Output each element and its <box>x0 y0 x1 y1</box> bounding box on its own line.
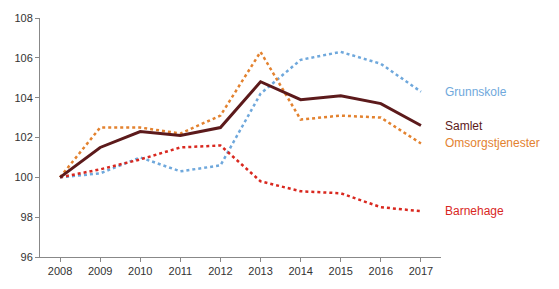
svg-text:2010: 2010 <box>128 265 152 277</box>
svg-text:2008: 2008 <box>48 265 72 277</box>
svg-text:Grunnskole: Grunnskole <box>445 85 507 99</box>
svg-text:2012: 2012 <box>208 265 232 277</box>
svg-text:98: 98 <box>21 211 33 223</box>
svg-text:Samlet: Samlet <box>445 119 483 133</box>
svg-text:2009: 2009 <box>88 265 112 277</box>
svg-text:2013: 2013 <box>248 265 272 277</box>
svg-text:108: 108 <box>14 12 32 24</box>
svg-text:2016: 2016 <box>369 265 393 277</box>
svg-text:106: 106 <box>14 52 32 64</box>
svg-text:102: 102 <box>14 131 32 143</box>
svg-text:Omsorgstjenester: Omsorgstjenester <box>445 136 540 150</box>
svg-text:Barnehage: Barnehage <box>445 204 504 218</box>
svg-text:96: 96 <box>21 251 33 263</box>
svg-text:2011: 2011 <box>169 265 193 277</box>
svg-text:2017: 2017 <box>409 265 433 277</box>
svg-text:104: 104 <box>14 92 32 104</box>
svg-text:2015: 2015 <box>329 265 353 277</box>
svg-text:2014: 2014 <box>288 265 312 277</box>
svg-text:100: 100 <box>14 171 32 183</box>
